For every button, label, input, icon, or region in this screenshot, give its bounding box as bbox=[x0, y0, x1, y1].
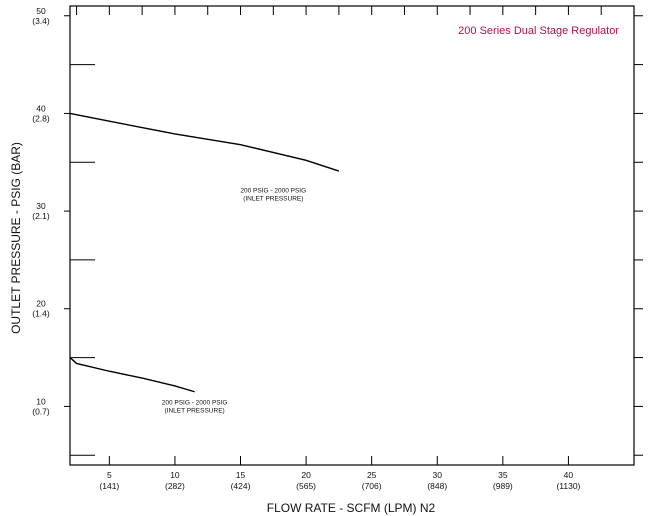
x-axis-title: FLOW RATE - SCFM (LPM) N2 bbox=[267, 501, 436, 515]
chart-title: 200 Series Dual Stage Regulator bbox=[458, 25, 619, 37]
x-tick-sublabel: (989) bbox=[493, 481, 513, 491]
y-tick-label: 20 bbox=[36, 299, 46, 309]
x-tick-label: 35 bbox=[498, 470, 508, 480]
y-tick-label: 30 bbox=[36, 201, 46, 211]
series-annotation-2: (INLET PRESSURE) bbox=[165, 407, 225, 414]
y-axis-title: OUTLET PRESSURE - PSIG (BAR) bbox=[9, 142, 23, 334]
x-tick-label: 25 bbox=[367, 470, 377, 480]
y-tick-sublabel: (2.8) bbox=[32, 113, 50, 123]
x-tick-label: 30 bbox=[433, 470, 443, 480]
plot-border bbox=[69, 5, 635, 466]
x-tick-sublabel: (141) bbox=[99, 481, 119, 491]
x-tick-sublabel: (1130) bbox=[556, 481, 580, 491]
y-tick-label: 40 bbox=[36, 103, 46, 113]
series-line-2 bbox=[69, 357, 195, 393]
x-tick-label: 10 bbox=[170, 470, 180, 480]
y-tick-sublabel: (1.4) bbox=[32, 309, 50, 319]
y-tick-sublabel: (2.1) bbox=[32, 211, 50, 221]
series-annotation-2: 200 PSIG - 2000 PSIG bbox=[162, 399, 228, 406]
x-tick-sublabel: (282) bbox=[165, 481, 185, 491]
y-tick-sublabel: (3.4) bbox=[32, 16, 50, 26]
x-tick-sublabel: (848) bbox=[427, 481, 447, 491]
x-tick-sublabel: (424) bbox=[231, 481, 251, 491]
y-tick-sublabel: (0.7) bbox=[32, 406, 50, 416]
series-annotation-1: (INLET PRESSURE) bbox=[243, 196, 303, 203]
series-annotation-1: 200 PSIG - 2000 PSIG bbox=[240, 188, 306, 195]
y-ticks: 10(0.7) 20(1.4) 30(2.1) 40(2.8) 50(3.4) bbox=[32, 6, 643, 456]
x-ticks: 5(141) 10(282) 15(424) 20(565) 25(706) 30(848… bbox=[76, 6, 602, 491]
y-tick-label: 50 bbox=[36, 6, 46, 16]
x-tick-label: 15 bbox=[236, 470, 246, 480]
x-tick-label: 5 bbox=[107, 470, 112, 480]
plot-frame bbox=[69, 5, 635, 466]
x-tick-label: 40 bbox=[564, 470, 574, 480]
x-tick-sublabel: (706) bbox=[362, 481, 382, 491]
series-line-1 bbox=[69, 112, 340, 172]
x-tick-sublabel: (565) bbox=[296, 481, 316, 491]
x-tick-label: 20 bbox=[301, 470, 311, 480]
annotations: 200 PSIG - 2000 PSIG(INLET PRESSURE)200 … bbox=[162, 188, 306, 415]
series-lines bbox=[69, 112, 340, 393]
y-tick-label: 10 bbox=[36, 396, 46, 406]
